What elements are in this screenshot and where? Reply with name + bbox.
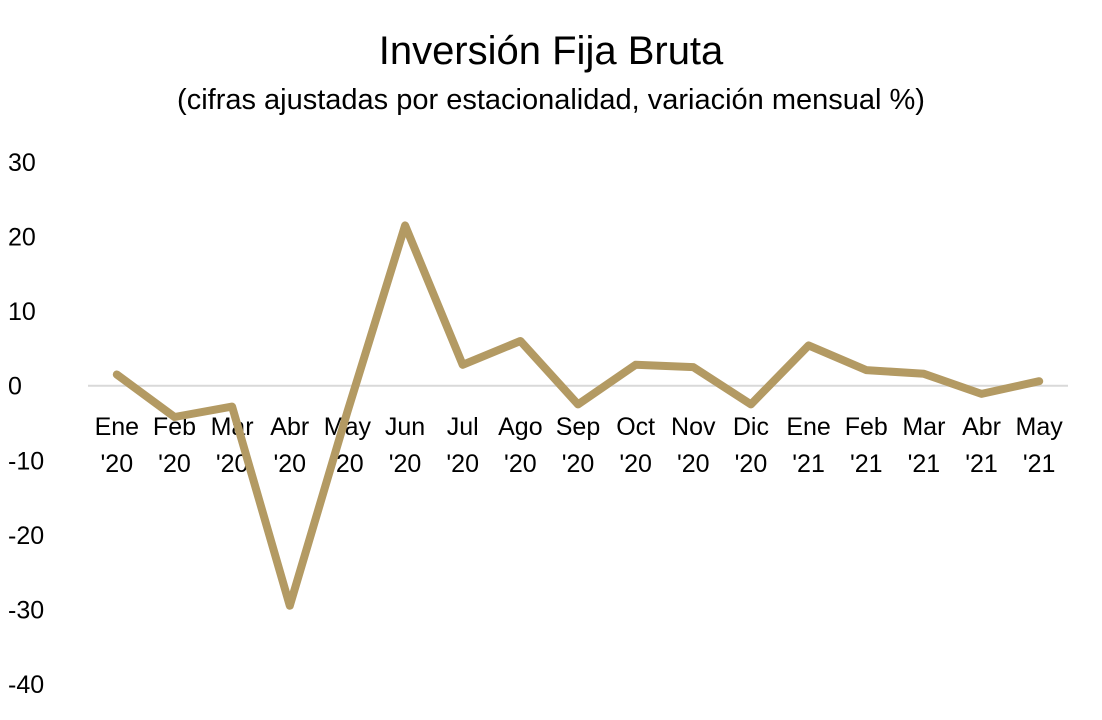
y-tick-label: -10 (8, 447, 44, 475)
series-line (112, 221, 1044, 610)
chart-title: Inversión Fija Bruta (378, 29, 724, 73)
y-tick-label: 30 (8, 149, 36, 177)
x-tick-label: Oct '20 (616, 413, 655, 478)
x-tick-label: Feb '21 (845, 413, 888, 478)
x-tick-label: Ene '20 (95, 413, 139, 478)
x-tick-label: Mar '21 (902, 413, 945, 478)
x-tick-label: Abr '20 (270, 413, 309, 478)
x-tick-label: Sep '20 (556, 413, 600, 478)
x-tick-label: Ene '21 (786, 413, 830, 478)
x-tick-label: Feb '20 (153, 413, 196, 478)
y-tick-label: 10 (8, 298, 36, 326)
x-tick-label: Jun '20 (385, 413, 425, 478)
x-tick-label: Abr '21 (962, 413, 1001, 478)
chart-subtitle: (cifras ajustadas por estacionalidad, va… (177, 84, 925, 116)
y-tick-label: -40 (8, 671, 44, 699)
y-tick-label: 20 (8, 224, 36, 252)
x-tick-label: Dic '20 (733, 413, 769, 478)
x-tick-label: Jul '20 (446, 413, 479, 478)
y-tick-label: 0 (8, 373, 22, 401)
y-tick-label: -30 (8, 596, 44, 624)
y-tick-label: -20 (8, 522, 44, 550)
x-tick-label: Nov '20 (671, 413, 716, 478)
y-axis: 30 20 10 0 -10 -20 -30 -40 (8, 149, 44, 699)
x-tick-label: May '21 (1016, 413, 1064, 478)
x-tick-label: Ago '20 (498, 413, 542, 478)
